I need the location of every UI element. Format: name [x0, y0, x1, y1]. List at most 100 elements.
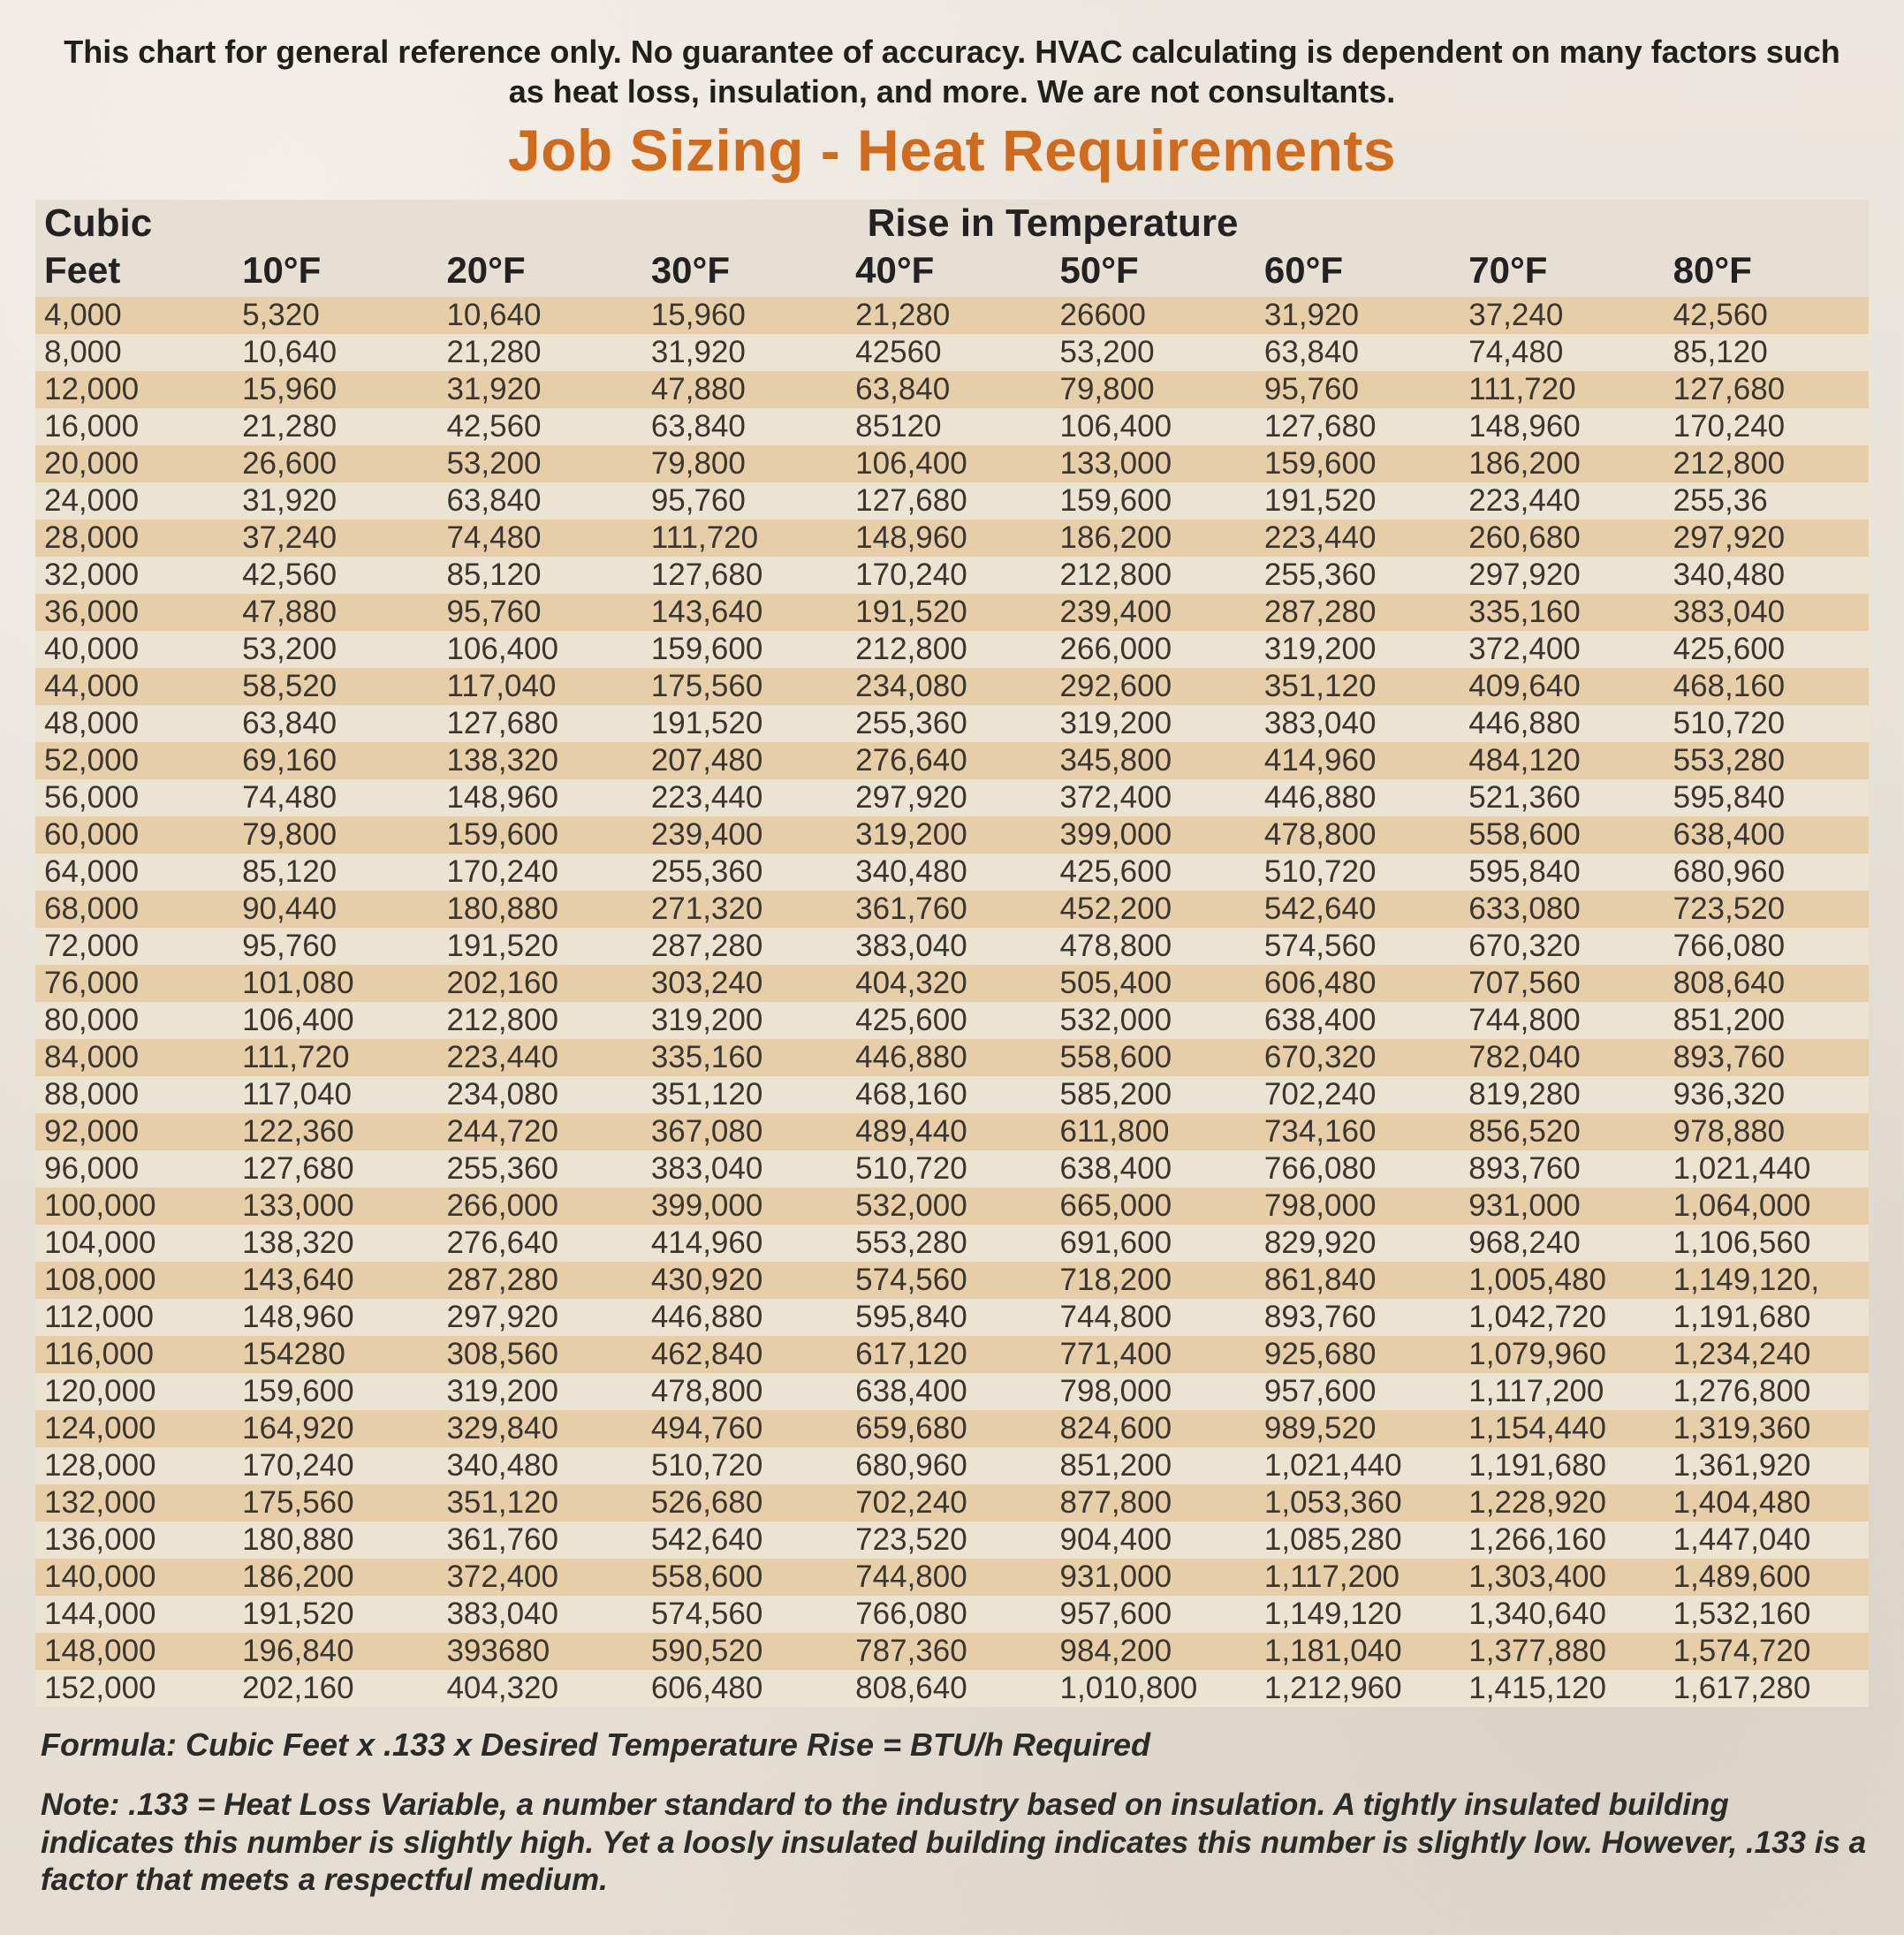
cell: 159,600 [1255, 445, 1460, 482]
table-row: 140,000186,200372,400558,600744,800931,0… [35, 1559, 1869, 1596]
cell: 574,560 [846, 1262, 1051, 1299]
cell: 1,010,800 [1051, 1670, 1255, 1707]
cell: 510,720 [1665, 705, 1869, 742]
cell: 266,000 [1051, 631, 1255, 668]
cell: 212,800 [437, 1002, 641, 1039]
cell: 148,960 [846, 520, 1051, 557]
cell: 127,680 [846, 482, 1051, 520]
cell: 478,800 [1255, 816, 1460, 854]
cell: 127,680 [233, 1150, 437, 1188]
cell: 202,160 [233, 1670, 437, 1707]
table-row: 36,00047,88095,760143,640191,520239,4002… [35, 594, 1869, 631]
cell: 1,532,160 [1665, 1596, 1869, 1633]
col-header: 70°F [1460, 247, 1664, 297]
cell: 74,480 [1460, 334, 1664, 371]
cell: 771,400 [1051, 1336, 1255, 1373]
cell: 255,36 [1665, 482, 1869, 520]
cell: 1,266,160 [1460, 1521, 1664, 1559]
cell: 42,560 [233, 557, 437, 594]
cell: 15,960 [233, 371, 437, 408]
cell: 148,960 [233, 1299, 437, 1336]
row-label: 80,000 [35, 1002, 233, 1039]
cell: 111,720 [233, 1039, 437, 1076]
cell: 127,680 [642, 557, 846, 594]
cell: 893,760 [1460, 1150, 1664, 1188]
page: This chart for general reference only. N… [0, 0, 1904, 1935]
cell: 861,840 [1255, 1262, 1460, 1299]
cell: 234,080 [846, 668, 1051, 705]
cell: 611,800 [1051, 1113, 1255, 1150]
cell: 606,480 [642, 1670, 846, 1707]
cell: 553,280 [846, 1225, 1051, 1262]
cell: 127,680 [1665, 371, 1869, 408]
cell: 42560 [846, 334, 1051, 371]
cell: 446,880 [846, 1039, 1051, 1076]
cell: 638,400 [1255, 1002, 1460, 1039]
cell: 287,280 [642, 928, 846, 965]
cell: 478,800 [642, 1373, 846, 1410]
col-header: 30°F [642, 247, 846, 297]
cell: 1,228,920 [1460, 1484, 1664, 1521]
cell: 212,800 [1051, 557, 1255, 594]
cell: 383,040 [1665, 594, 1869, 631]
cell: 297,920 [437, 1299, 641, 1336]
cell: 223,440 [437, 1039, 641, 1076]
cell: 452,200 [1051, 891, 1255, 928]
cell: 409,640 [1460, 668, 1664, 705]
cell: 383,040 [437, 1596, 641, 1633]
cell: 595,840 [1460, 854, 1664, 891]
cell: 670,320 [1255, 1039, 1460, 1076]
table-row: 128,000170,240340,480510,720680,960851,2… [35, 1447, 1869, 1484]
cell: 904,400 [1051, 1521, 1255, 1559]
cell: 798,000 [1255, 1188, 1460, 1225]
row-label: 60,000 [35, 816, 233, 854]
cell: 399,000 [1051, 816, 1255, 854]
cell: 399,000 [642, 1188, 846, 1225]
cell: 340,480 [846, 854, 1051, 891]
table-row: 116,000154280308,560462,840617,120771,40… [35, 1336, 1869, 1373]
formula-text: Formula: Cubic Feet x .133 x Desired Tem… [41, 1726, 1869, 1764]
cell: 808,640 [846, 1670, 1051, 1707]
row-label: 140,000 [35, 1559, 233, 1596]
cell: 85,120 [233, 854, 437, 891]
cell: 191,520 [846, 594, 1051, 631]
cell: 798,000 [1051, 1373, 1255, 1410]
cell: 702,240 [1255, 1076, 1460, 1113]
cell: 978,880 [1665, 1113, 1869, 1150]
row-label: 108,000 [35, 1262, 233, 1299]
cell: 31,920 [437, 371, 641, 408]
cell: 85120 [846, 408, 1051, 445]
cell: 335,160 [642, 1039, 846, 1076]
cell: 1,181,040 [1255, 1633, 1460, 1670]
disclaimer-text: This chart for general reference only. N… [51, 32, 1854, 111]
cell: 244,720 [437, 1113, 641, 1150]
cell: 31,920 [642, 334, 846, 371]
cell: 106,400 [846, 445, 1051, 482]
row-label: 148,000 [35, 1633, 233, 1670]
cell: 95,760 [437, 594, 641, 631]
cell: 851,200 [1051, 1447, 1255, 1484]
cell: 691,600 [1051, 1225, 1255, 1262]
cell: 984,200 [1051, 1633, 1255, 1670]
cell: 824,600 [1051, 1410, 1255, 1447]
cell: 1,404,480 [1665, 1484, 1869, 1521]
cell: 159,600 [233, 1373, 437, 1410]
cell: 893,760 [1255, 1299, 1460, 1336]
cell: 271,320 [642, 891, 846, 928]
cell: 266,000 [437, 1188, 641, 1225]
table-row: 20,00026,60053,20079,800106,400133,00015… [35, 445, 1869, 482]
cell: 319,200 [1255, 631, 1460, 668]
table-row: 12,00015,96031,92047,88063,84079,80095,7… [35, 371, 1869, 408]
cell: 117,040 [233, 1076, 437, 1113]
cell: 1,276,800 [1665, 1373, 1869, 1410]
table-row: 68,00090,440180,880271,320361,760452,200… [35, 891, 1869, 928]
col-header: 20°F [437, 247, 641, 297]
cell: 425,600 [1665, 631, 1869, 668]
cell: 1,064,000 [1665, 1188, 1869, 1225]
cell: 15,960 [642, 297, 846, 334]
cell: 494,760 [642, 1410, 846, 1447]
table-row: 64,00085,120170,240255,360340,480425,600… [35, 854, 1869, 891]
cell: 47,880 [233, 594, 437, 631]
cell: 702,240 [846, 1484, 1051, 1521]
cell: 1,377,880 [1460, 1633, 1664, 1670]
